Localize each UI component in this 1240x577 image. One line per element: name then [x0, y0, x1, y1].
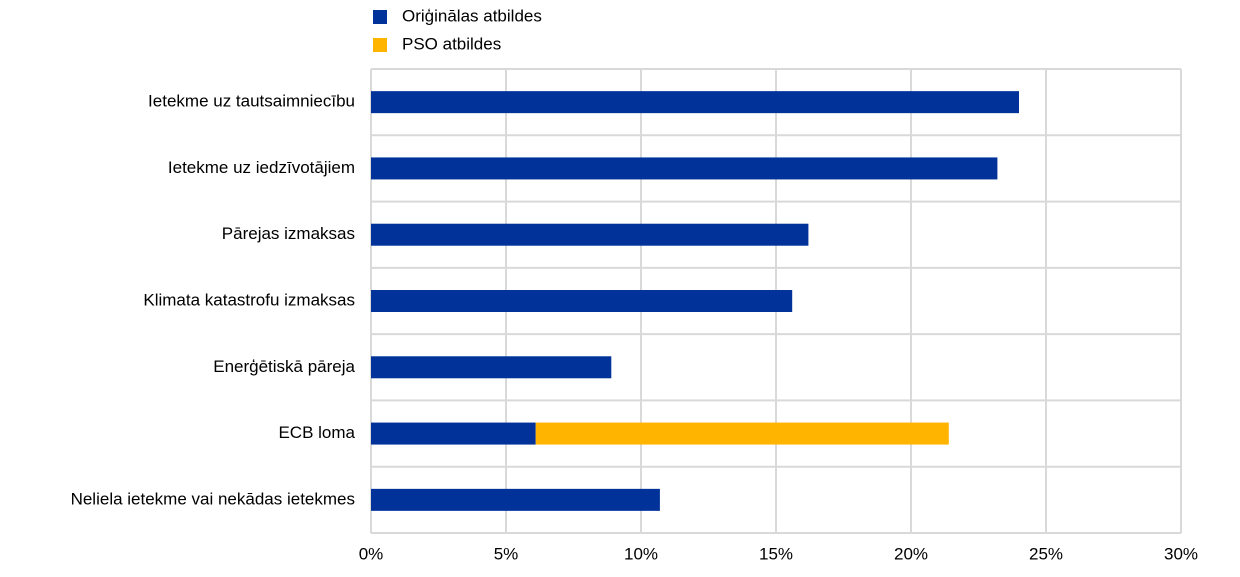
x-tick-label: 20% — [894, 544, 928, 563]
y-tick-label: Neliela ietekme vai nekādas ietekmes — [71, 489, 355, 508]
x-tick-label: 5% — [494, 544, 519, 563]
x-tick-label: 15% — [759, 544, 793, 563]
legend-label: Oriģinālas atbildes — [402, 6, 542, 25]
x-tick-label: 25% — [1029, 544, 1063, 563]
x-tick-label: 30% — [1164, 544, 1198, 563]
legend-swatch — [373, 10, 387, 24]
bar — [535, 422, 949, 445]
y-tick-label: Ietekme uz tautsaimniecību — [148, 92, 355, 111]
bar — [371, 356, 612, 379]
bar — [371, 422, 536, 445]
legend-label: PSO atbildes — [402, 34, 501, 53]
y-tick-label: ECB loma — [278, 423, 355, 442]
bar — [371, 488, 660, 511]
bar — [371, 290, 793, 312]
x-tick-label: 0% — [359, 544, 384, 563]
y-tick-label: Ietekme uz iedzīvotājiem — [168, 158, 355, 177]
y-tick-label: Klimata katastrofu izmaksas — [143, 290, 355, 309]
bar — [371, 91, 1019, 114]
legend-swatch — [373, 38, 387, 52]
bar — [371, 157, 998, 180]
y-tick-label: Enerģētiskā pāreja — [213, 357, 355, 376]
x-tick-label: 10% — [624, 544, 658, 563]
y-tick-label: Pārejas izmaksas — [222, 224, 355, 243]
bar — [371, 223, 809, 246]
